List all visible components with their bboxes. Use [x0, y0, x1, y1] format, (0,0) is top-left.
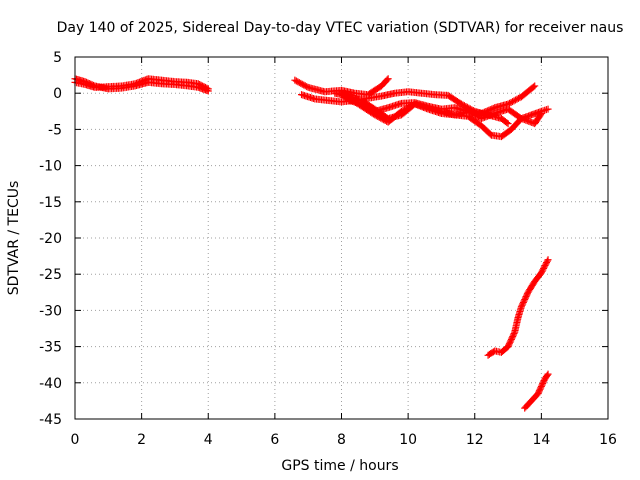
x-tick-label: 8	[337, 432, 346, 448]
data-point	[291, 76, 299, 84]
y-tick-label: -35	[39, 340, 62, 356]
data-point	[457, 100, 465, 108]
data-point	[543, 257, 551, 265]
data-point	[403, 104, 411, 112]
data-point	[537, 111, 545, 119]
data-point	[530, 83, 538, 91]
data-point	[514, 94, 522, 102]
data-point	[378, 115, 386, 123]
y-tick-label: -15	[39, 195, 62, 211]
data-point	[473, 112, 481, 120]
data-point	[297, 79, 305, 87]
data-point	[459, 101, 467, 109]
y-tick-label: -25	[39, 267, 62, 283]
series-arc-7	[484, 256, 552, 359]
data-point	[204, 87, 212, 95]
data-point	[506, 99, 514, 107]
series-arc-6	[344, 96, 545, 128]
data-point	[292, 77, 300, 85]
x-axis-title: GPS time / hours	[281, 458, 398, 474]
data-point	[399, 106, 407, 114]
data-point	[301, 82, 309, 90]
data-point	[469, 110, 477, 118]
data-point	[537, 109, 545, 117]
y-tick-label: -20	[39, 231, 62, 247]
data-point	[504, 120, 512, 128]
data-point	[466, 108, 474, 116]
y-tick-label: -40	[39, 376, 62, 392]
y-tick-label: 0	[53, 86, 62, 102]
data-point	[377, 114, 385, 122]
data-point	[510, 330, 518, 338]
data-layer	[71, 75, 552, 412]
x-tick-label: 14	[532, 432, 550, 448]
data-point	[511, 96, 519, 104]
data-point	[531, 82, 539, 90]
data-point	[294, 78, 302, 86]
data-point	[397, 107, 405, 115]
series-arc-1b	[71, 75, 212, 95]
data-point	[400, 106, 408, 114]
data-point	[374, 113, 382, 121]
data-point	[405, 103, 413, 111]
x-tick-label: 10	[399, 432, 417, 448]
y-tick-label: 5	[53, 50, 62, 66]
data-point	[383, 76, 391, 84]
y-tick-label: -45	[39, 412, 62, 428]
series-arc-8	[521, 370, 552, 412]
data-point	[513, 95, 521, 103]
data-point	[303, 83, 311, 91]
y-tick-label: -30	[39, 303, 62, 319]
data-point	[300, 81, 308, 89]
data-point	[470, 111, 478, 119]
data-point	[543, 371, 551, 379]
data-point	[467, 109, 475, 117]
data-point	[507, 98, 515, 106]
data-point	[460, 102, 468, 110]
data-point	[298, 80, 306, 88]
data-point	[474, 113, 482, 121]
x-tick-label: 12	[466, 432, 484, 448]
data-point	[295, 79, 303, 87]
y-tick-label: -10	[39, 159, 62, 175]
data-point	[462, 102, 470, 110]
data-point	[471, 111, 479, 119]
series-arc-2	[291, 75, 392, 99]
y-tick-label: -5	[48, 122, 62, 138]
data-point	[544, 105, 552, 113]
ticks: 0 2 4 6 8 10 12 14 16 5 0 -5 -10 -15 -20 -25 -30 -35 -40 -4…	[39, 50, 617, 448]
y-axis-title: SDTVAR / TECUs	[6, 181, 22, 296]
x-tick-label: 6	[270, 432, 279, 448]
chart-title: Day 140 of 2025, Sidereal Day-to-day VTE…	[57, 20, 624, 36]
data-point	[380, 116, 388, 124]
data-point	[544, 370, 552, 378]
grid	[75, 57, 608, 419]
data-point	[384, 75, 392, 83]
data-point	[375, 113, 383, 121]
data-point	[509, 98, 517, 106]
data-point	[464, 107, 472, 115]
x-tick-label: 16	[599, 432, 617, 448]
data-point	[503, 119, 511, 127]
data-point	[510, 97, 518, 105]
x-tick-label: 2	[137, 432, 146, 448]
x-tick-label: 4	[204, 432, 213, 448]
x-tick-label: 0	[71, 432, 80, 448]
data-point	[544, 256, 552, 264]
